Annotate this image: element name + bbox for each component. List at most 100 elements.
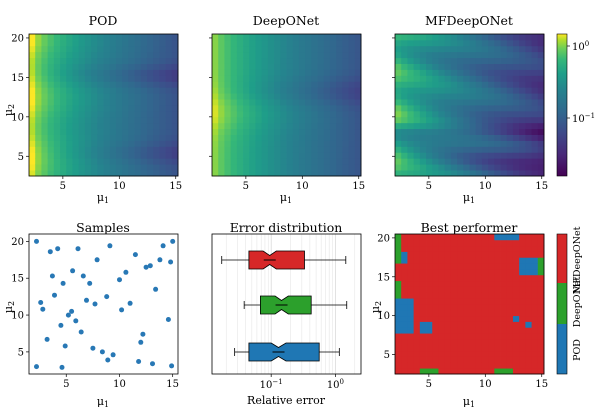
heatmap-cell — [72, 69, 80, 76]
heatmap-cell — [519, 128, 526, 135]
heatmap-cell — [140, 75, 148, 82]
best-cell — [450, 333, 458, 340]
best-cell — [519, 321, 526, 328]
heatmap-cell — [419, 158, 427, 165]
best-cell — [531, 368, 539, 375]
heatmap-cell — [159, 57, 166, 64]
best-cell — [413, 239, 421, 247]
heatmap-cell — [469, 69, 477, 76]
heatmap-cell — [153, 51, 160, 59]
heatmap-cell — [481, 63, 489, 70]
heatmap-cell — [91, 81, 98, 88]
heatmap-cell — [84, 164, 92, 171]
heatmap-cell — [153, 158, 160, 165]
heatmap-cell — [336, 81, 343, 88]
heatmap-cell — [78, 99, 86, 106]
heatmap-cell — [298, 75, 306, 82]
heatmap-cell — [249, 57, 256, 64]
heatmap-cell — [35, 45, 42, 53]
heatmap-cell — [218, 57, 225, 64]
best-cell — [395, 298, 402, 305]
heatmap-cell — [97, 105, 104, 112]
best-cell — [438, 239, 446, 247]
heatmap-cell — [212, 99, 219, 106]
heatmap-cell — [432, 105, 439, 112]
best-cell — [457, 321, 464, 328]
y-tick-label: 10 — [11, 311, 24, 322]
heatmap-cell — [53, 63, 61, 70]
best-cell — [494, 234, 501, 241]
heatmap-cell — [53, 75, 61, 82]
heatmap-cell — [60, 69, 67, 76]
best-cell — [419, 286, 427, 293]
heatmap-cell — [274, 39, 281, 47]
heatmap-cell — [419, 69, 427, 76]
heatmap-cell — [438, 81, 446, 88]
best-cell — [475, 280, 483, 287]
best-cell — [469, 274, 477, 282]
heatmap-cell — [97, 75, 104, 82]
best-cell — [407, 350, 415, 357]
best-cell — [500, 280, 508, 287]
heatmap-cell — [267, 51, 275, 59]
heatmap-cell — [336, 63, 343, 70]
heatmap-cell — [134, 63, 142, 70]
heatmap-cell — [432, 164, 439, 171]
best-cell — [413, 269, 421, 276]
heatmap-cell — [53, 81, 61, 88]
heatmap-cell — [243, 140, 250, 147]
heatmap-cell — [60, 39, 67, 47]
heatmap-cell — [60, 75, 67, 82]
heatmap-cell — [401, 57, 408, 64]
heatmap-cell — [481, 105, 489, 112]
best-cell — [500, 344, 508, 352]
heatmap-cell — [500, 34, 508, 41]
heatmap-cell — [78, 116, 86, 124]
heatmap-cell — [134, 158, 142, 165]
best-cell — [512, 274, 520, 282]
best-cell — [488, 269, 495, 276]
best-cell — [512, 257, 520, 264]
heatmap-cell — [134, 87, 142, 94]
best-cell — [401, 292, 408, 299]
heatmap-cell — [165, 99, 173, 106]
heatmap-cell — [41, 152, 49, 159]
heatmap-cell — [267, 45, 275, 53]
heatmap-cell — [66, 39, 73, 47]
best-cell — [488, 368, 495, 375]
heatmap-cell — [419, 51, 427, 59]
sample-point — [52, 292, 57, 298]
best-cell — [494, 245, 501, 252]
heatmap-cell — [432, 146, 439, 153]
best-cell — [488, 309, 495, 317]
heatmap-cell — [354, 87, 362, 94]
colorbar-pod — [557, 324, 567, 374]
best-cell — [494, 274, 501, 282]
heatmap-cell — [475, 34, 483, 41]
heatmap-cell — [255, 69, 263, 76]
heatmap-cell — [311, 87, 318, 94]
heatmap-cell — [463, 140, 470, 147]
heatmap-cell — [280, 93, 287, 100]
heatmap-cell — [342, 93, 349, 100]
best-cell — [432, 280, 439, 287]
heatmap-cell — [537, 134, 545, 141]
best-cell — [401, 356, 408, 363]
heatmap-cell — [500, 87, 508, 94]
heatmap-cell — [47, 87, 55, 94]
heatmap-cell — [512, 99, 520, 106]
heatmap-cell — [395, 75, 402, 82]
best-cell — [481, 239, 489, 247]
heatmap-cell — [280, 170, 287, 177]
heatmap-cell — [97, 99, 104, 106]
heatmap-cell — [153, 134, 160, 141]
heatmap-cell — [525, 164, 532, 171]
best-cell — [401, 321, 408, 328]
heatmap-cell — [426, 69, 433, 76]
heatmap-cell — [165, 146, 173, 153]
heatmap-cell — [475, 63, 483, 70]
heatmap-cell — [72, 134, 80, 141]
heatmap-cell — [171, 170, 179, 177]
heatmap-cell — [426, 81, 433, 88]
best-cell — [438, 362, 446, 369]
